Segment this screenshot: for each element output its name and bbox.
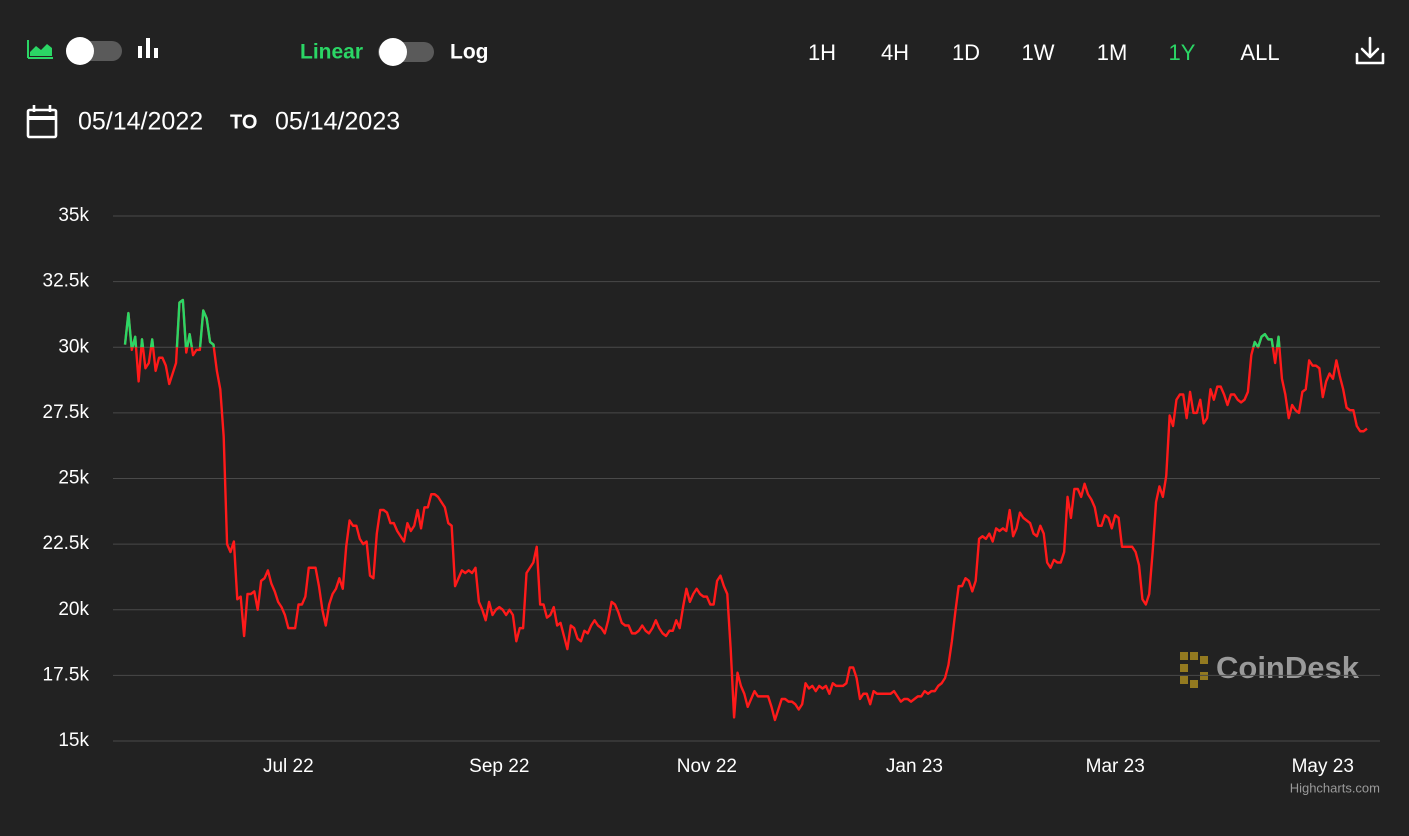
y-tick-label: 15k [58, 730, 89, 751]
y-tick-label: 32.5k [43, 271, 90, 292]
x-tick-label: Nov 22 [677, 756, 737, 777]
x-tick-label: Sep 22 [469, 756, 529, 777]
y-tick-label: 35k [58, 205, 89, 226]
date-separator: TO [230, 111, 257, 133]
y-tick-label: 17.5k [43, 664, 90, 685]
x-tick-label: Mar 23 [1086, 756, 1145, 777]
range-button[interactable]: 1Y [1169, 40, 1196, 65]
chart-type-toggle[interactable] [66, 37, 122, 65]
y-tick-label: 22.5k [43, 533, 90, 554]
download-button[interactable] [1355, 36, 1385, 65]
bar-chart-icon[interactable] [138, 38, 158, 58]
watermark-logo [1180, 652, 1208, 688]
range-button[interactable]: 1M [1097, 40, 1128, 65]
area-chart-icon[interactable] [27, 40, 53, 59]
y-tick-label: 20k [58, 599, 89, 620]
range-buttons: 1H 4H 1D 1W 1M 1Y ALL [808, 40, 1280, 65]
calendar-icon[interactable] [26, 105, 58, 139]
x-tick-label: Jan 23 [886, 756, 943, 777]
y-tick-label: 25k [58, 468, 89, 489]
x-tick-label: Jul 22 [263, 756, 314, 777]
range-button[interactable]: 4H [881, 40, 909, 65]
price-line [123, 298, 1368, 722]
watermark: CoinDesk [1216, 650, 1360, 685]
range-button[interactable]: 1H [808, 40, 836, 65]
range-button[interactable]: ALL [1240, 40, 1279, 65]
scale-option[interactable]: Linear [300, 41, 363, 64]
scale-toggle[interactable] [378, 38, 434, 66]
date-from[interactable]: 05/14/2022 [78, 108, 203, 136]
range-button[interactable]: 1D [952, 40, 980, 65]
y-tick-label: 27.5k [43, 402, 90, 423]
range-button[interactable]: 1W [1022, 40, 1055, 65]
scale-option[interactable]: Log [450, 41, 488, 64]
y-tick-label: 30k [58, 336, 89, 357]
x-tick-label: May 23 [1292, 756, 1354, 777]
date-to[interactable]: 05/14/2023 [275, 108, 400, 136]
plot-area: 15k 17.5k 20k 22.5k 25k 27.5k 30k 32.5k 35k Jul 2… [43, 205, 1380, 777]
credits[interactable]: Highcharts.com [1290, 780, 1380, 795]
